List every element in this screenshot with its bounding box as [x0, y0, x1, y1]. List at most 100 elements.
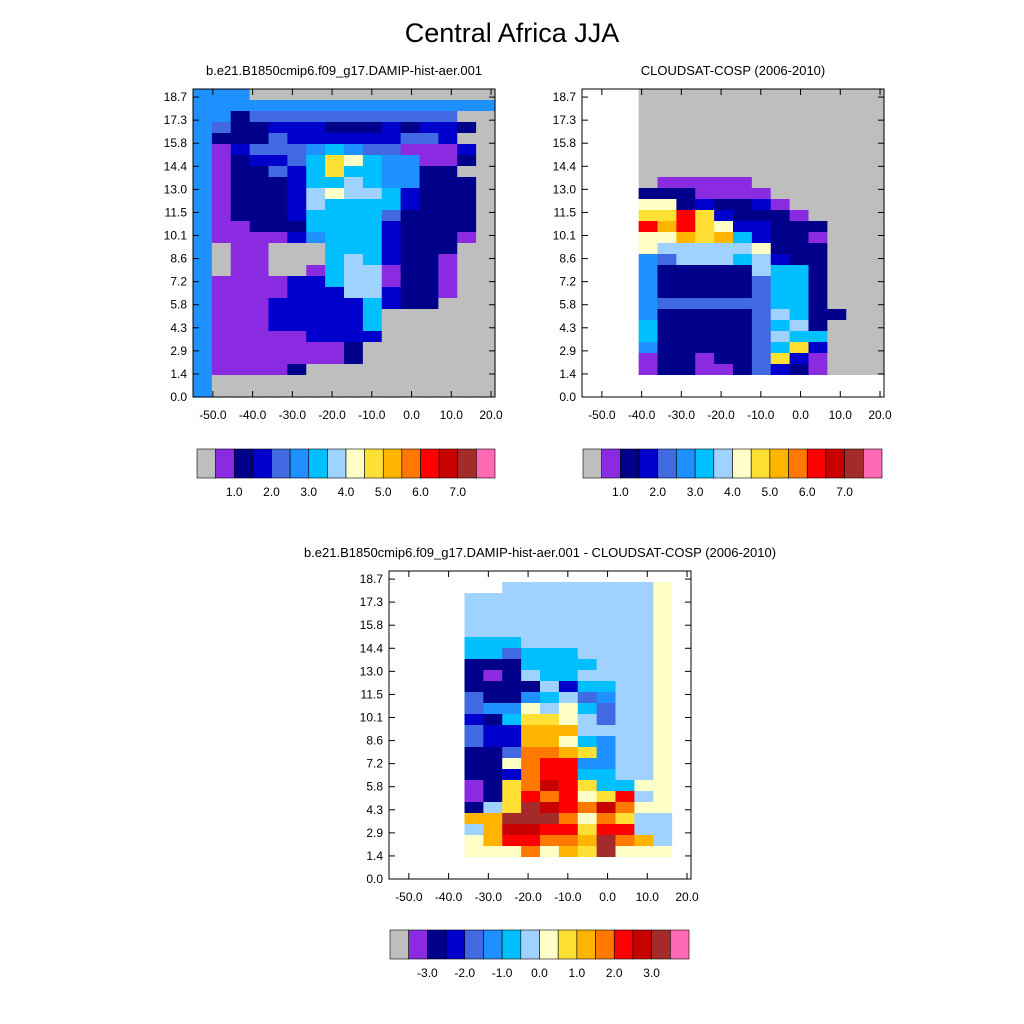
- heatmap-cell: [230, 254, 251, 266]
- heatmap-cell: [476, 166, 496, 178]
- heatmap-cell: [464, 604, 484, 616]
- heatmap-cells-diff: [389, 571, 692, 880]
- heatmap-cell: [457, 375, 477, 387]
- heatmap-cell: [733, 287, 753, 299]
- heatmap-cell: [846, 166, 866, 178]
- heatmap-cell: [325, 100, 345, 112]
- heatmap-cell: [634, 791, 654, 803]
- heatmap-cell: [789, 144, 810, 156]
- heatmap-cell: [344, 221, 364, 233]
- heatmap-cell: [426, 648, 447, 660]
- heatmap-cell: [389, 835, 409, 847]
- heatmap-cell: [577, 637, 598, 649]
- heatmap-cell: [653, 593, 673, 605]
- heatmap-cell: [407, 714, 428, 726]
- heatmap-cell: [445, 791, 466, 803]
- heatmap-cell: [464, 791, 484, 803]
- heatmap-cell: [558, 824, 579, 836]
- heatmap-cell: [344, 320, 364, 332]
- heatmap-cell: [582, 111, 602, 123]
- heatmap-cell: [268, 309, 288, 321]
- heatmap-cell: [521, 582, 541, 594]
- heatmap-cell: [483, 637, 503, 649]
- heatmap-cell: [287, 331, 307, 343]
- heatmap-cell: [362, 122, 383, 134]
- heatmap-cell: [426, 615, 447, 627]
- heatmap-cell: [596, 582, 617, 594]
- heatmap-cell: [733, 133, 753, 145]
- heatmap-cell: [419, 188, 439, 200]
- colorbar-label: 2.0: [606, 966, 623, 980]
- y-tick-label: 1.4: [366, 849, 383, 863]
- heatmap-cell: [676, 287, 696, 299]
- heatmap-cell: [582, 199, 602, 211]
- heatmap-cell: [381, 210, 402, 222]
- heatmap-cell: [521, 626, 541, 638]
- heatmap-cell: [600, 243, 621, 255]
- heatmap-cell: [808, 155, 828, 167]
- heatmap-cells-model: [193, 89, 496, 398]
- heatmap-cell: [211, 331, 232, 343]
- heatmap-cell: [344, 353, 364, 365]
- heatmap-cell: [540, 857, 560, 869]
- heatmap-cell: [657, 243, 677, 255]
- heatmap-cell: [445, 626, 466, 638]
- heatmap-cell: [672, 747, 692, 759]
- heatmap-cell: [540, 604, 560, 616]
- heatmap-cell: [483, 791, 503, 803]
- heatmap-cell: [287, 210, 307, 222]
- heatmap-cell: [211, 100, 232, 112]
- heatmap-cell: [211, 232, 232, 244]
- heatmap-cell: [695, 89, 715, 101]
- colorbar-swatch: [382, 448, 403, 479]
- heatmap-cell: [407, 868, 428, 880]
- heatmap-cell: [714, 144, 734, 156]
- heatmap-cell: [789, 298, 810, 310]
- heatmap-cell: [306, 232, 326, 244]
- heatmap-cell: [521, 648, 541, 660]
- heatmap-cell: [619, 210, 640, 222]
- heatmap-cell: [400, 364, 421, 376]
- heatmap-cell: [751, 320, 772, 332]
- heatmap-cell: [362, 364, 383, 376]
- heatmap-cell: [306, 122, 326, 134]
- heatmap-cell: [287, 199, 307, 211]
- heatmap-cell: [733, 309, 753, 321]
- heatmap-cell: [865, 144, 885, 156]
- heatmap-cell: [464, 758, 484, 770]
- heatmap-cell: [476, 298, 496, 310]
- heatmap-cell: [638, 243, 659, 255]
- heatmap-cell: [653, 857, 673, 869]
- heatmap-cell: [733, 155, 753, 167]
- heatmap-cell: [657, 100, 677, 112]
- heatmap-cell: [582, 386, 602, 398]
- heatmap-cell: [733, 243, 753, 255]
- heatmap-cell: [827, 232, 847, 244]
- heatmap-cell: [672, 670, 692, 682]
- heatmap-cell: [426, 582, 447, 594]
- colorbar-swatch: [582, 448, 602, 479]
- heatmap-cell: [770, 221, 791, 233]
- heatmap-cell: [407, 824, 428, 836]
- heatmap-cell: [381, 89, 402, 101]
- heatmap-cell: [808, 89, 828, 101]
- heatmap-cell: [381, 386, 402, 398]
- heatmap-cell: [426, 791, 447, 803]
- heatmap-cell: [362, 177, 383, 189]
- heatmap-cell: [770, 243, 791, 255]
- heatmap-cell: [268, 331, 288, 343]
- heatmap-cell: [714, 166, 734, 178]
- heatmap-cell: [789, 386, 810, 398]
- heatmap-cell: [344, 188, 364, 200]
- colorbar-swatch: [483, 929, 503, 960]
- heatmap-cell: [193, 210, 213, 222]
- heatmap-cell: [596, 791, 617, 803]
- heatmap-cell: [827, 331, 847, 343]
- heatmap-cell: [676, 254, 696, 266]
- heatmap-cell: [381, 166, 402, 178]
- heatmap-cell: [400, 133, 421, 145]
- heatmap-cell: [287, 287, 307, 299]
- heatmap-cell: [249, 221, 270, 233]
- heatmap-cell: [770, 133, 791, 145]
- heatmap-cell: [638, 144, 659, 156]
